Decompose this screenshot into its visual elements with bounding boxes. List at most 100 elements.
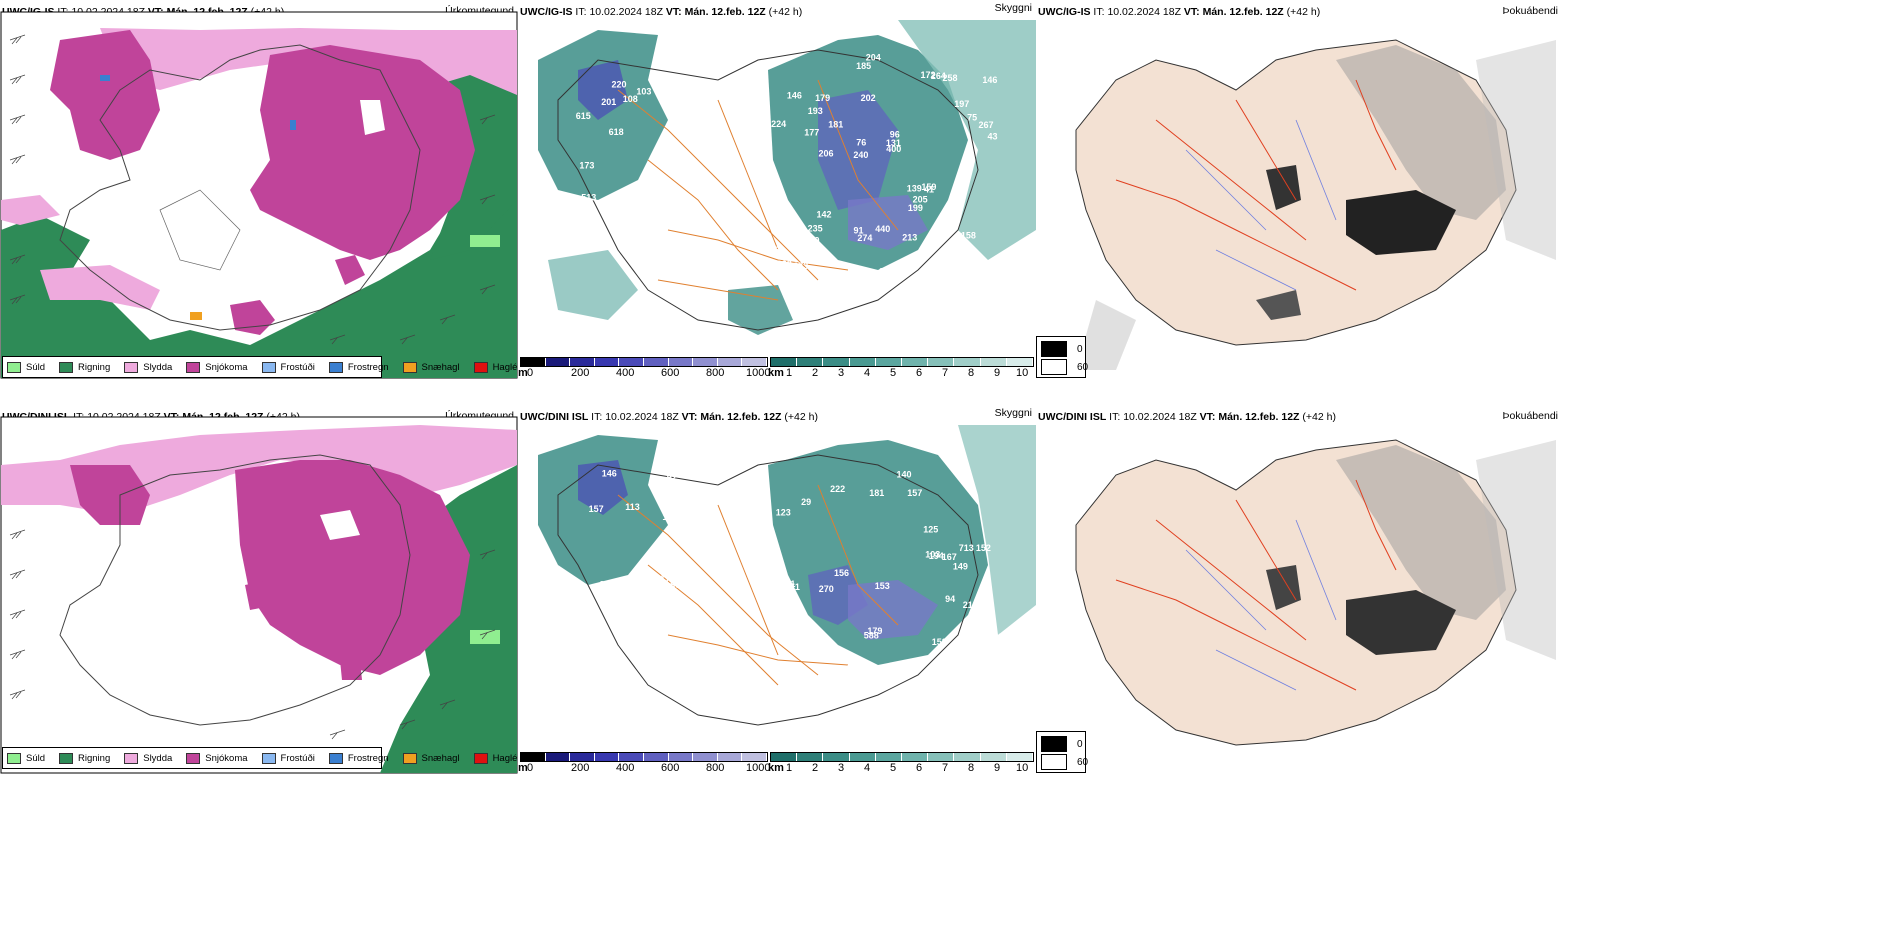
elevation-label: 179 xyxy=(867,626,882,636)
elevation-label: 181 xyxy=(869,488,884,498)
elevation-label: 713 xyxy=(959,543,974,553)
elevation-label: 322 xyxy=(777,259,792,269)
elevation-label: 222 xyxy=(830,484,845,494)
elevation-label: 513 xyxy=(581,192,596,202)
precip-legend: Súld Rigning Slydda Snjókoma Frostúði Fr… xyxy=(2,747,518,769)
fog-legend: 0 60 xyxy=(1036,336,1088,378)
panel-precip-type-top: UWC/IG-IS IT: 10.02.2024 18Z VT: Mán. 12… xyxy=(0,0,518,380)
elevation-label: 229 xyxy=(668,73,683,83)
colorbar-segment xyxy=(980,753,1007,761)
elevation-label: 161 xyxy=(833,670,848,680)
elevation-labels-bottom: 170 717 80 113 93 146 172 84 92 157 152 123 149 206 27… xyxy=(575,469,1003,680)
colorbar-segment xyxy=(594,358,620,366)
elevation-label: 41 xyxy=(924,185,934,195)
panel-header: UWC/DINI ISL IT: 10.02.2024 18Z VT: Mán.… xyxy=(520,411,818,423)
visibility-colorbar: km 1 2 3 4 5 6 7 8 9 10 xyxy=(768,355,1034,380)
elevation-label: 199 xyxy=(908,203,923,213)
legend-item: Rigning xyxy=(59,752,110,764)
colorbar-segment xyxy=(742,358,767,366)
elevation-label: 92 xyxy=(667,472,677,482)
elevation-label: 206 xyxy=(819,148,834,158)
elevation-label: 167 xyxy=(942,552,957,562)
colorbar-segment xyxy=(928,753,955,761)
elevation-label: 183 xyxy=(666,190,681,200)
colorbar-segment xyxy=(980,358,1007,366)
elevation-label: 273 xyxy=(793,261,808,271)
fog-legend: 0 60 xyxy=(1036,731,1088,773)
elevation-label: 240 xyxy=(853,150,868,160)
elevation-label: 103 xyxy=(636,87,651,97)
panel-title: Skyggni xyxy=(994,2,1032,14)
elevation-label: 240 xyxy=(988,632,1003,642)
elevation-label: 264 xyxy=(931,71,946,81)
elevation-label: 108 xyxy=(623,94,638,104)
panel-header: UWC/DINI ISL IT: 10.02.2024 18Z VT: Mán.… xyxy=(1038,411,1336,423)
colorbar-segment xyxy=(1006,358,1034,366)
elevation-label: 177 xyxy=(804,128,819,138)
elevation-label: 157 xyxy=(589,504,604,514)
elevation-label: 193 xyxy=(808,106,823,116)
elevation-label: 181 xyxy=(828,120,843,130)
elevation-labels-top: 183 615 229 618 103 513 220 108 173 201 66 99 202 96 4… xyxy=(576,52,998,279)
elevation-label: 94 xyxy=(945,594,955,604)
elevation-label: 110 xyxy=(775,266,790,276)
elevation-label: 205 xyxy=(913,195,928,205)
fog-map xyxy=(1075,439,1556,746)
legend-item: Snjókoma xyxy=(186,752,248,764)
legend-item: Slydda xyxy=(124,361,172,373)
legend-item: Súld xyxy=(7,361,45,373)
legend-item: Haglél xyxy=(473,752,518,764)
elevation-label: 202 xyxy=(861,93,876,103)
elevation-label: 125 xyxy=(923,525,938,535)
colorbar-segment xyxy=(643,753,669,761)
elevation-label: 270 xyxy=(819,584,834,594)
panel-title: Þokuábendi xyxy=(1502,410,1558,422)
elevation-label: 84 xyxy=(600,579,610,589)
elevation-label: 80 xyxy=(670,580,680,590)
colorbar-segment xyxy=(742,753,767,761)
colorbar-segment xyxy=(954,753,981,761)
elevation-label: 139 xyxy=(847,658,862,668)
colorbar-segment xyxy=(928,358,955,366)
precip-type-map xyxy=(0,11,518,379)
elevation-colorbar: m 0 200 400 600 800 1000 xyxy=(518,750,770,775)
elevation-label: 216 xyxy=(963,600,978,610)
legend-item: Frostúði xyxy=(261,752,315,764)
colorbar-segment xyxy=(1006,753,1034,761)
elevation-label: 213 xyxy=(944,657,959,667)
elevation-label: 66 xyxy=(775,245,785,255)
legend-item: Snæhagl xyxy=(402,752,460,764)
elevation-label: 140 xyxy=(897,470,912,480)
legend-item: Súld xyxy=(7,752,45,764)
elevation-label: 139 xyxy=(907,183,922,193)
elevation-label: 274 xyxy=(857,233,872,243)
panel-fog-top: UWC/IG-IS IT: 10.02.2024 18Z VT: Mán. 12… xyxy=(1036,0,1900,380)
visibility-map xyxy=(538,425,1036,726)
elevation-label: 615 xyxy=(576,111,591,121)
elevation-label: 159 xyxy=(921,182,936,192)
elevation-label: 204 xyxy=(866,52,881,62)
colorbar-segment xyxy=(619,753,644,761)
elevation-label: 440 xyxy=(875,224,890,234)
colorbar-segment xyxy=(668,358,694,366)
elevation-label: 277 xyxy=(780,631,795,641)
elevation-label: 197 xyxy=(954,99,969,109)
colorbar-segment xyxy=(771,753,798,761)
visibility-colorbar: km 1 2 3 4 5 6 7 8 9 10 xyxy=(768,750,1034,775)
elevation-label: 113 xyxy=(625,502,640,512)
fog-map xyxy=(1075,39,1556,370)
colorbar-segment xyxy=(570,358,595,366)
colorbar-segment xyxy=(521,753,546,761)
elevation-label: 156 xyxy=(834,568,849,578)
elevation-label: 272 xyxy=(967,643,982,653)
elevation-label: 194 xyxy=(929,551,944,561)
panel-precip-type-bottom: UWC/DINI ISL IT: 10.02.2024 18Z VT: Mán.… xyxy=(0,405,518,775)
colorbar-segment xyxy=(693,358,718,366)
elevation-label: 163 xyxy=(794,269,809,279)
panel-fog-bottom: UWC/DINI ISL IT: 10.02.2024 18Z VT: Mán.… xyxy=(1036,405,1900,775)
legend-item: Rigning xyxy=(59,361,110,373)
colorbar-segment xyxy=(771,358,798,366)
colorbar-segment xyxy=(875,753,903,761)
colorbar-segment xyxy=(797,358,824,366)
legend-item: Haglél xyxy=(473,361,518,373)
